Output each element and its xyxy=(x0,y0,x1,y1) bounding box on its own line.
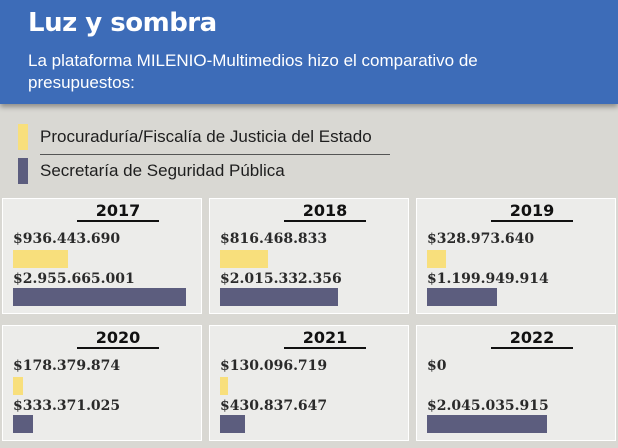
legend-label-procuraduria: Procuraduría/Fiscalía de Justicia del Es… xyxy=(40,127,372,146)
panel-2020: 2020 $178.379.874 $333.371.025 xyxy=(2,325,202,441)
panel-year-label: 2020 xyxy=(95,328,141,347)
year-underline xyxy=(284,220,366,222)
value-label-seguridad-2018: $2.015.332.356 xyxy=(220,271,342,287)
legend-swatch-procuraduria xyxy=(18,124,28,150)
bar-seguridad-2022 xyxy=(427,415,547,433)
panel-year-label: 2022 xyxy=(509,328,555,347)
value-label-seguridad-2019: $1.199.949.914 xyxy=(427,271,549,287)
panel-2018: 2018 $816.468.833 $2.015.332.356 xyxy=(209,198,409,314)
year-underline xyxy=(77,220,159,222)
bar-procuraduria-2019 xyxy=(427,250,446,268)
legend-label-seguridad: Secretaría de Seguridad Pública xyxy=(40,161,285,180)
year-underline xyxy=(491,347,573,349)
value-label-seguridad-2021: $430.837.647 xyxy=(220,398,328,414)
year-underline xyxy=(284,347,366,349)
value-label-procuraduria-2022: $0 xyxy=(427,358,447,374)
panel-year-label: 2017 xyxy=(95,201,141,220)
panel-2022: 2022 $0 $2.045.035.915 xyxy=(416,325,616,441)
legend-swatch-seguridad xyxy=(18,158,28,184)
value-label-procuraduria-2021: $130.096.719 xyxy=(220,358,328,374)
panel-year-label: 2019 xyxy=(509,201,555,220)
chart-title: Luz y sombra xyxy=(28,8,217,38)
bar-procuraduria-2021 xyxy=(220,377,228,395)
bar-seguridad-2021 xyxy=(220,415,245,433)
bar-procuraduria-2018 xyxy=(220,250,268,268)
value-label-seguridad-2020: $333.371.025 xyxy=(13,398,121,414)
value-label-procuraduria-2017: $936.443.690 xyxy=(13,231,121,247)
value-label-seguridad-2022: $2.045.035.915 xyxy=(427,398,549,414)
panel-2017: 2017 $936.443.690 $2.955.665.001 xyxy=(2,198,202,314)
panel-year-label: 2018 xyxy=(302,201,348,220)
panel-2019: 2019 $328.973.640 $1.199.949.914 xyxy=(416,198,616,314)
chart-subtitle: La plataforma MILENIO-Multimedios hizo e… xyxy=(28,51,478,92)
bar-seguridad-2020 xyxy=(13,415,33,433)
bar-seguridad-2017 xyxy=(13,288,186,306)
value-label-procuraduria-2018: $816.468.833 xyxy=(220,231,328,247)
bar-procuraduria-2017 xyxy=(13,250,68,268)
header-banner: Luz y sombra La plataforma MILENIO-Multi… xyxy=(0,0,618,104)
value-label-procuraduria-2020: $178.379.874 xyxy=(13,358,121,374)
legend-divider xyxy=(40,154,390,155)
bar-seguridad-2018 xyxy=(220,288,338,306)
value-label-procuraduria-2019: $328.973.640 xyxy=(427,231,535,247)
legend: Procuraduría/Fiscalía de Justicia del Es… xyxy=(0,104,618,196)
year-underline xyxy=(491,220,573,222)
bar-seguridad-2019 xyxy=(427,288,497,306)
panel-2021: 2021 $130.096.719 $430.837.647 xyxy=(209,325,409,441)
value-label-seguridad-2017: $2.955.665.001 xyxy=(13,271,135,287)
bar-procuraduria-2020 xyxy=(13,377,23,395)
panel-year-label: 2021 xyxy=(302,328,348,347)
year-underline xyxy=(77,347,159,349)
